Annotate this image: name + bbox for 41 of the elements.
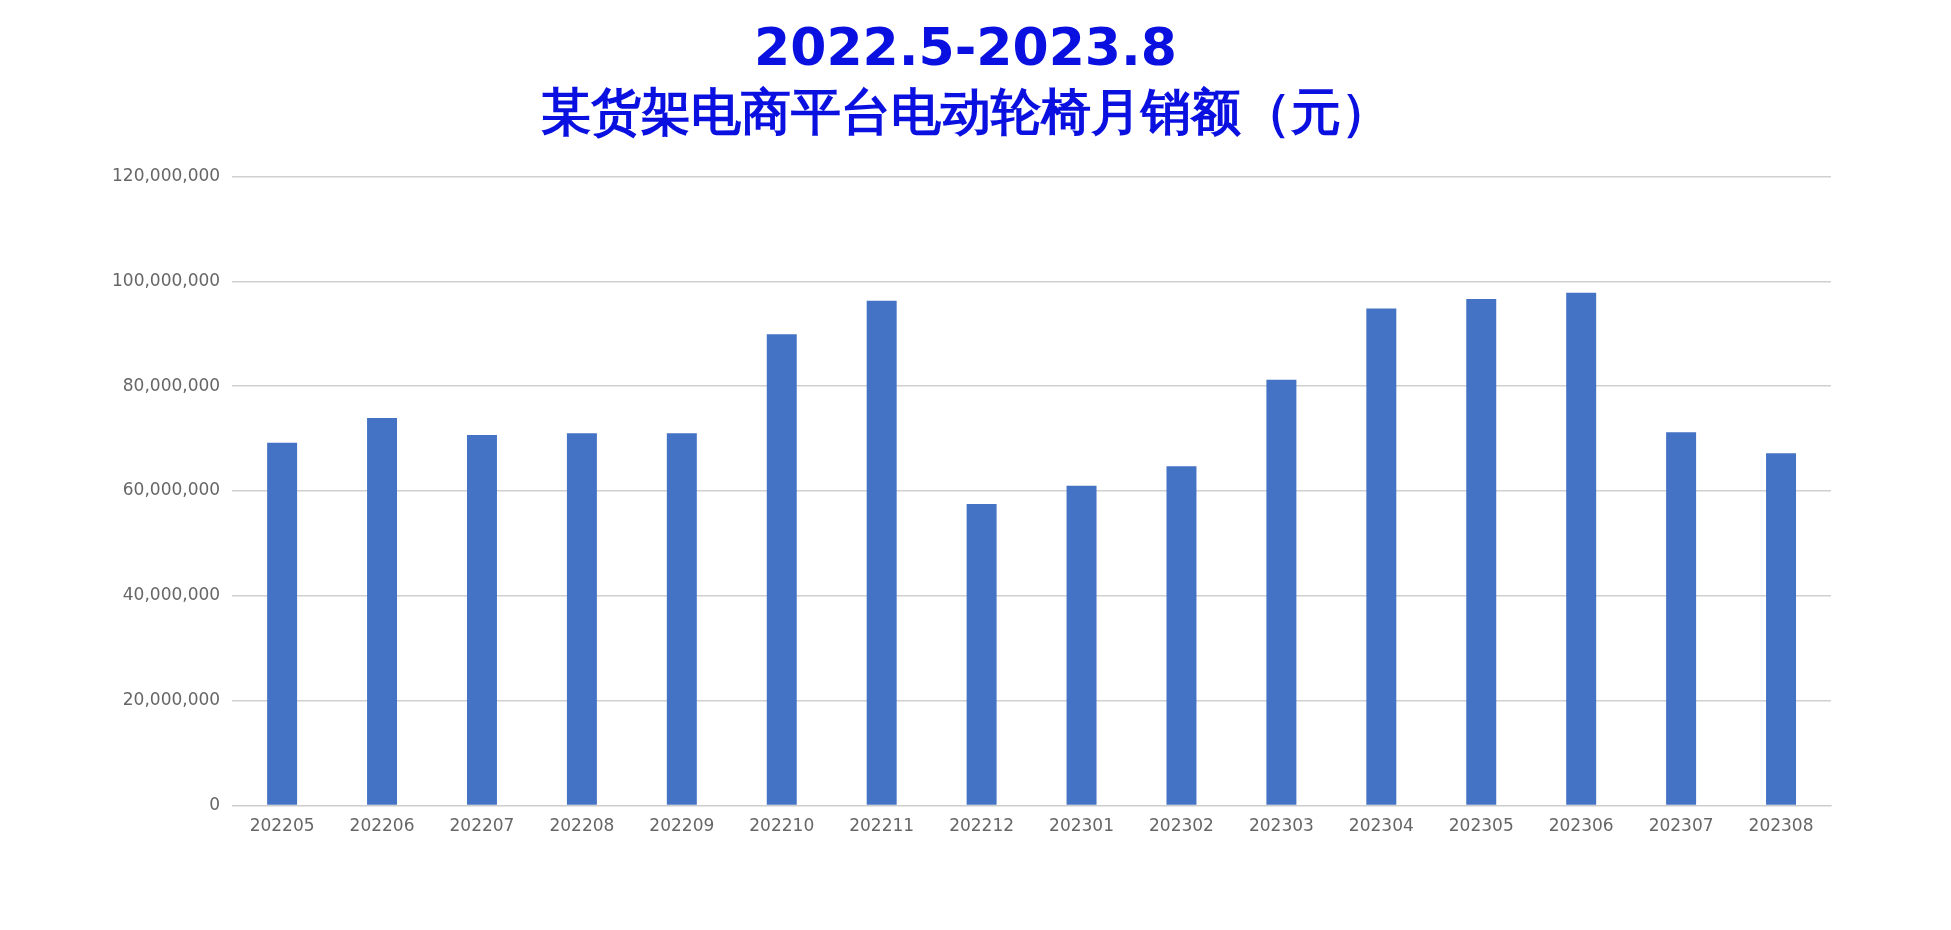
x-tick-label: 202304 (1348, 815, 1414, 836)
x-tick-label: 202302 (1149, 815, 1214, 836)
x-tick-label: 202305 (1448, 815, 1514, 836)
y-tick-label: 40,000,000 (122, 584, 221, 605)
y-tick-label: 100,000,000 (111, 269, 221, 290)
x-tick-label: 202210 (749, 815, 815, 836)
bar (1266, 379, 1297, 805)
x-tick-label: 202211 (849, 815, 915, 836)
bar (566, 433, 597, 805)
bar (966, 504, 997, 805)
bar (666, 433, 697, 805)
bar (267, 442, 298, 805)
x-tick-label: 202208 (549, 815, 615, 836)
x-tick-label: 202207 (449, 815, 515, 836)
bar (866, 300, 897, 805)
x-tick-label: 202209 (649, 815, 715, 836)
bar (367, 418, 398, 805)
x-tick-label: 202308 (1748, 815, 1814, 836)
y-tick-label: 0 (209, 794, 221, 815)
bar (1666, 432, 1697, 805)
bar (1066, 485, 1097, 805)
y-tick-label: 60,000,000 (122, 479, 221, 500)
y-tick-label: 20,000,000 (122, 689, 221, 710)
x-tick-label: 202303 (1248, 815, 1314, 836)
x-tick-label: 202206 (349, 815, 415, 836)
bar (1566, 292, 1597, 805)
bar (766, 334, 797, 805)
bar (1466, 299, 1497, 805)
x-tick-label: 202301 (1049, 815, 1114, 836)
x-tick-label: 202306 (1548, 815, 1614, 836)
x-tick-label: 202307 (1648, 815, 1714, 836)
y-tick-label: 120,000,000 (111, 164, 221, 185)
bar (466, 434, 497, 805)
x-tick-label: 202212 (949, 815, 1015, 836)
bar (1366, 308, 1397, 805)
chart-title: 2022.5-2023.8 (754, 16, 1177, 77)
chart-subtitle: 某货架电商平台电动轮椅月销额（元） (540, 83, 1391, 142)
bar (1766, 453, 1797, 805)
y-tick-label: 80,000,000 (122, 374, 221, 395)
x-tick-label: 202205 (249, 815, 315, 836)
bar (1166, 466, 1197, 805)
